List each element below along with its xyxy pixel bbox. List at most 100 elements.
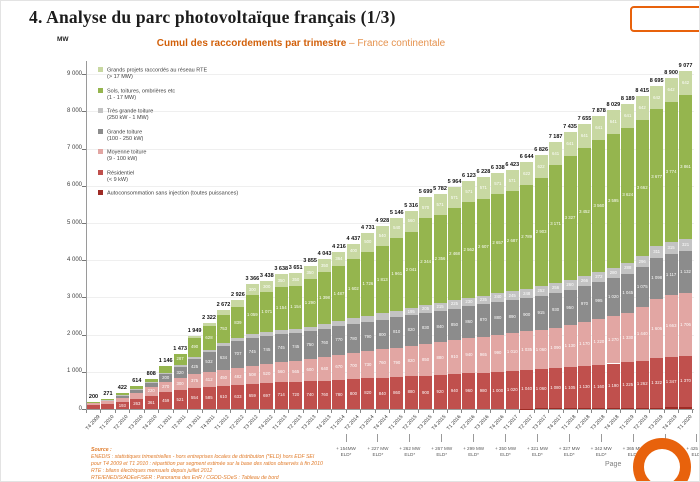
legend-swatch [98, 87, 103, 93]
bar-segment: 910 [448, 340, 461, 375]
bar-segment: 570 [419, 196, 433, 219]
bar-segment [318, 323, 332, 329]
bar-segment: 270 [159, 381, 173, 392]
y-axis-tick [82, 74, 86, 76]
bar-segment: 940 [462, 338, 476, 374]
source-block: Source : ENEDIS : statistiques trimestri… [91, 447, 323, 481]
x-axis-tick [129, 410, 131, 413]
bar-segment: 296 [635, 256, 649, 268]
bar-segment [577, 408, 591, 409]
y-tick-label: 1 000 [66, 368, 82, 375]
legend-item-label: Autoconsommation sans injection (toutes … [107, 190, 239, 197]
bar-segment: 3 327 [563, 156, 577, 280]
x-axis-tick [215, 410, 217, 413]
bar-segment [159, 373, 173, 375]
y-axis-tick [82, 223, 86, 224]
bar-segment: 2 344 [419, 218, 433, 306]
bar-segment: 311 [650, 246, 664, 258]
bar-segment: 622 [520, 161, 534, 185]
bar-segment: 1 071 [260, 292, 274, 333]
bar-segment: 634 [216, 345, 230, 370]
bar-segment: 940 [448, 374, 461, 409]
bar-segment: 3 774 [664, 101, 678, 243]
eld-note-value: + 227 MW [367, 446, 389, 451]
bar-segment: 880 [491, 302, 505, 335]
bar-total-label: 271 [103, 390, 113, 397]
bar-segment: 700 [346, 353, 360, 380]
bar-segment [87, 402, 100, 404]
y-tick-label: 3 000 [66, 293, 82, 300]
legend-swatch [98, 190, 103, 195]
y-axis-tick [82, 185, 86, 187]
eld-note-tick [473, 434, 475, 442]
x-axis-tick [475, 410, 477, 413]
legend-item: Résidentiel (< 9 kW) [98, 169, 308, 184]
bar-segment: 361 [144, 395, 158, 409]
legend-swatch [98, 169, 103, 175]
bar-total-label: 808 [146, 370, 156, 377]
legend-item: Grande toiture (100 - 250 kW) [98, 128, 308, 143]
bar-segment [130, 393, 144, 400]
bar-segment: 1 726 [361, 251, 375, 316]
legend-item-row: Très grande toiture [98, 108, 308, 115]
y-gridline [86, 260, 694, 262]
bar-segment: 850 [448, 308, 461, 341]
x-axis-tick [548, 410, 550, 413]
bar-segment: 995 [592, 282, 606, 320]
y-tick-label: 8 000 [66, 107, 82, 114]
legend-swatch [98, 149, 103, 154]
x-axis-tick [634, 410, 636, 413]
x-axis-tick [158, 410, 160, 413]
bar-total-label: 8 695 [649, 77, 664, 84]
bar-segment: 1 154 [289, 286, 303, 330]
bar-segment: 839 [231, 306, 245, 339]
eld-note-suffix: ELD* [404, 451, 416, 457]
bar-segment: 2 789 [520, 184, 534, 289]
x-axis-tick [605, 410, 607, 413]
bar-segment [650, 407, 664, 409]
legend-item-label: Très grande toiture [107, 108, 154, 115]
eld-note: + 267 MW ELD* [425, 446, 459, 457]
bar-segment: 520 [260, 363, 274, 384]
eld-note-suffix: ELD* [468, 451, 479, 457]
bar-segment [159, 366, 173, 374]
bar-segment [289, 329, 303, 334]
bar-segment: 753 [216, 315, 230, 344]
bar-segment: 565 [289, 361, 303, 383]
bar-segment: 287 [173, 354, 187, 365]
bar-segment [101, 398, 115, 400]
bar-total-label: 6 123 [462, 173, 476, 180]
bar-segment: 780 [346, 324, 360, 354]
bar-segment: 571 [491, 173, 505, 195]
eld-note-suffix: ELD* [340, 451, 352, 457]
x-axis-tick [519, 410, 521, 413]
bar-segment: 641 [577, 124, 591, 149]
corner-decoration-box [630, 6, 699, 32]
bar-segment: 2 468 [448, 208, 461, 301]
bar-total-label: 7 655 [577, 116, 592, 123]
x-axis-tick [288, 410, 290, 413]
bar-segment: 880 [433, 342, 447, 375]
bar-segment: 1 602 [346, 258, 360, 319]
bar-segment: 1 370 [679, 356, 693, 408]
bar-segment: 1 347 [664, 357, 678, 408]
eld-note-value: + 154MW [336, 446, 356, 451]
bar-segment: 1 080 [549, 368, 563, 409]
x-axis-tick [143, 410, 145, 413]
bar-segment: 2 903 [534, 178, 548, 287]
bar-total-label: 4 731 [360, 225, 375, 231]
bar-segment: 820 [361, 378, 375, 409]
y-tick-label: 7 000 [66, 145, 82, 152]
legend-item-range: (250 kW - 1 MW) [107, 115, 149, 121]
bar-segment: 800 [375, 319, 389, 350]
y-tick-label: 4 000 [66, 256, 82, 263]
bar-segment: 697 [260, 383, 274, 409]
bar-segment: 980 [476, 372, 490, 409]
bar-segment [606, 407, 620, 409]
legend-item: Autoconsommation sans injection (toutes … [98, 190, 308, 197]
bar-segment: 245 [505, 291, 519, 301]
bar-segment: 1 225 [621, 362, 635, 408]
bar-segment: 1 060 [534, 369, 548, 409]
bar-segment: 1 190 [606, 363, 620, 408]
bar-segment [361, 315, 375, 322]
